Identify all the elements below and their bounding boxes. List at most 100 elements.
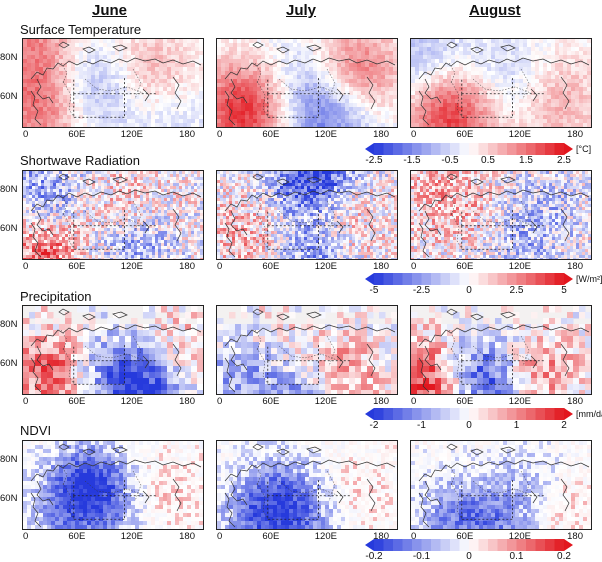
colorbar-unit: [W/m²] — [576, 274, 602, 284]
anomaly-cells — [411, 39, 591, 127]
colorbar-step — [403, 143, 413, 155]
anomaly-cells — [217, 171, 397, 259]
colorbar-step — [488, 273, 498, 285]
lon-tick-label: 180 — [567, 396, 583, 407]
colorbar-step — [450, 539, 460, 551]
colorbar-step — [479, 539, 489, 551]
lon-tick-label: 120E — [315, 261, 337, 272]
colorbar-step — [536, 143, 546, 155]
lon-tick-label: 0 — [23, 261, 28, 272]
title-surface-temperature: Surface Temperature — [20, 22, 141, 37]
map-panel-ndvi-august — [410, 440, 592, 530]
lon-tick-label: 0 — [411, 261, 416, 272]
lat-tick-label: 60N — [0, 91, 17, 102]
colorbar-step — [526, 539, 536, 551]
colorbar-step — [460, 539, 470, 551]
colorbar-step — [498, 143, 508, 155]
colorbar-step — [393, 408, 403, 420]
lat-tick-label: 60N — [0, 493, 17, 504]
colorbar-step — [422, 273, 432, 285]
map-panel-ndvi-july — [216, 440, 398, 530]
colorbar-step — [450, 408, 460, 420]
lon-tick-label: 120E — [315, 129, 337, 140]
lon-tick-label: 180 — [179, 396, 195, 407]
title-ndvi: NDVI — [20, 423, 51, 438]
colorbar-tick-label: 1.5 — [511, 155, 541, 166]
colorbar-step — [441, 408, 451, 420]
map-panel-swr-august — [410, 170, 592, 260]
lat-tick-label: 80N — [0, 319, 17, 330]
colorbar-step — [555, 408, 565, 420]
lon-tick-label: 0 — [411, 129, 416, 140]
map-panel-swr-june — [22, 170, 204, 260]
lon-tick-label: 60E — [456, 396, 473, 407]
lon-tick-label: 60E — [262, 129, 279, 140]
colorbar-step — [384, 143, 394, 155]
colorbar-unit: [mm/day] — [576, 409, 602, 419]
colorbar-step — [469, 143, 479, 155]
lat-tick-label: 60N — [0, 358, 17, 369]
anomaly-map-temp-august — [411, 39, 591, 127]
colorbar-step — [498, 408, 508, 420]
colorbar-step — [374, 143, 384, 155]
colorbar-step — [545, 408, 555, 420]
colorbar-step — [412, 273, 422, 285]
anomaly-cells — [217, 39, 397, 127]
colorbar-step — [469, 273, 479, 285]
anomaly-map-swr-august — [411, 171, 591, 259]
lon-tick-label: 60E — [456, 129, 473, 140]
lon-tick-label: 120E — [121, 129, 143, 140]
colorbar-step — [488, 539, 498, 551]
anomaly-cells — [411, 171, 591, 259]
colorbar-step — [555, 539, 565, 551]
colorbar-tick-label: 0.5 — [473, 155, 503, 166]
colorbar-tick-label: 2.5 — [549, 155, 579, 166]
colorbar-step — [555, 273, 565, 285]
colorbar-step — [403, 273, 413, 285]
colorbar-step — [412, 143, 422, 155]
map-panel-ndvi-june — [22, 440, 204, 530]
colorbar-step — [488, 143, 498, 155]
colorbar-step — [412, 408, 422, 420]
colorbar-step — [545, 143, 555, 155]
colorbar-step — [460, 273, 470, 285]
lon-tick-label: 120E — [509, 396, 531, 407]
colorbar-max-arrow — [564, 143, 573, 155]
map-panel-temp-june — [22, 38, 204, 128]
colorbar-step — [479, 143, 489, 155]
lat-tick-label: 80N — [0, 52, 17, 63]
colorbar-step — [403, 408, 413, 420]
colorbar-precip — [364, 407, 574, 421]
colorbar-step — [403, 539, 413, 551]
colorbar-step — [507, 273, 517, 285]
colorbar-step — [384, 273, 394, 285]
colorbar-tick-label: -1.5 — [397, 155, 427, 166]
lon-tick-label: 60E — [68, 129, 85, 140]
anomaly-cells — [23, 306, 203, 394]
lon-tick-label: 120E — [121, 396, 143, 407]
colorbar-step — [526, 143, 536, 155]
lon-tick-label: 180 — [373, 396, 389, 407]
colorbar-tick-label: -1 — [407, 420, 437, 431]
colorbar-tick-label: 5 — [549, 285, 579, 296]
lon-tick-label: 180 — [179, 129, 195, 140]
anomaly-cells — [23, 441, 203, 529]
colorbar-step — [374, 539, 384, 551]
colorbar-step — [431, 408, 441, 420]
anomaly-map-precip-june — [23, 306, 203, 394]
colorbar-step — [412, 539, 422, 551]
lon-tick-label: 0 — [23, 396, 28, 407]
colorbar-step — [422, 408, 432, 420]
colorbar-step — [441, 273, 451, 285]
anomaly-map-temp-july — [217, 39, 397, 127]
colorbar-step — [441, 143, 451, 155]
colorbar-max-arrow — [564, 408, 573, 420]
anomaly-map-swr-june — [23, 171, 203, 259]
colorbar-step — [555, 143, 565, 155]
colorbar-step — [526, 408, 536, 420]
colorbar-tick-label: 0 — [454, 285, 484, 296]
anomaly-cells — [411, 441, 591, 529]
colorbar-step — [384, 408, 394, 420]
lon-tick-label: 120E — [509, 261, 531, 272]
colorbar-step — [517, 273, 527, 285]
